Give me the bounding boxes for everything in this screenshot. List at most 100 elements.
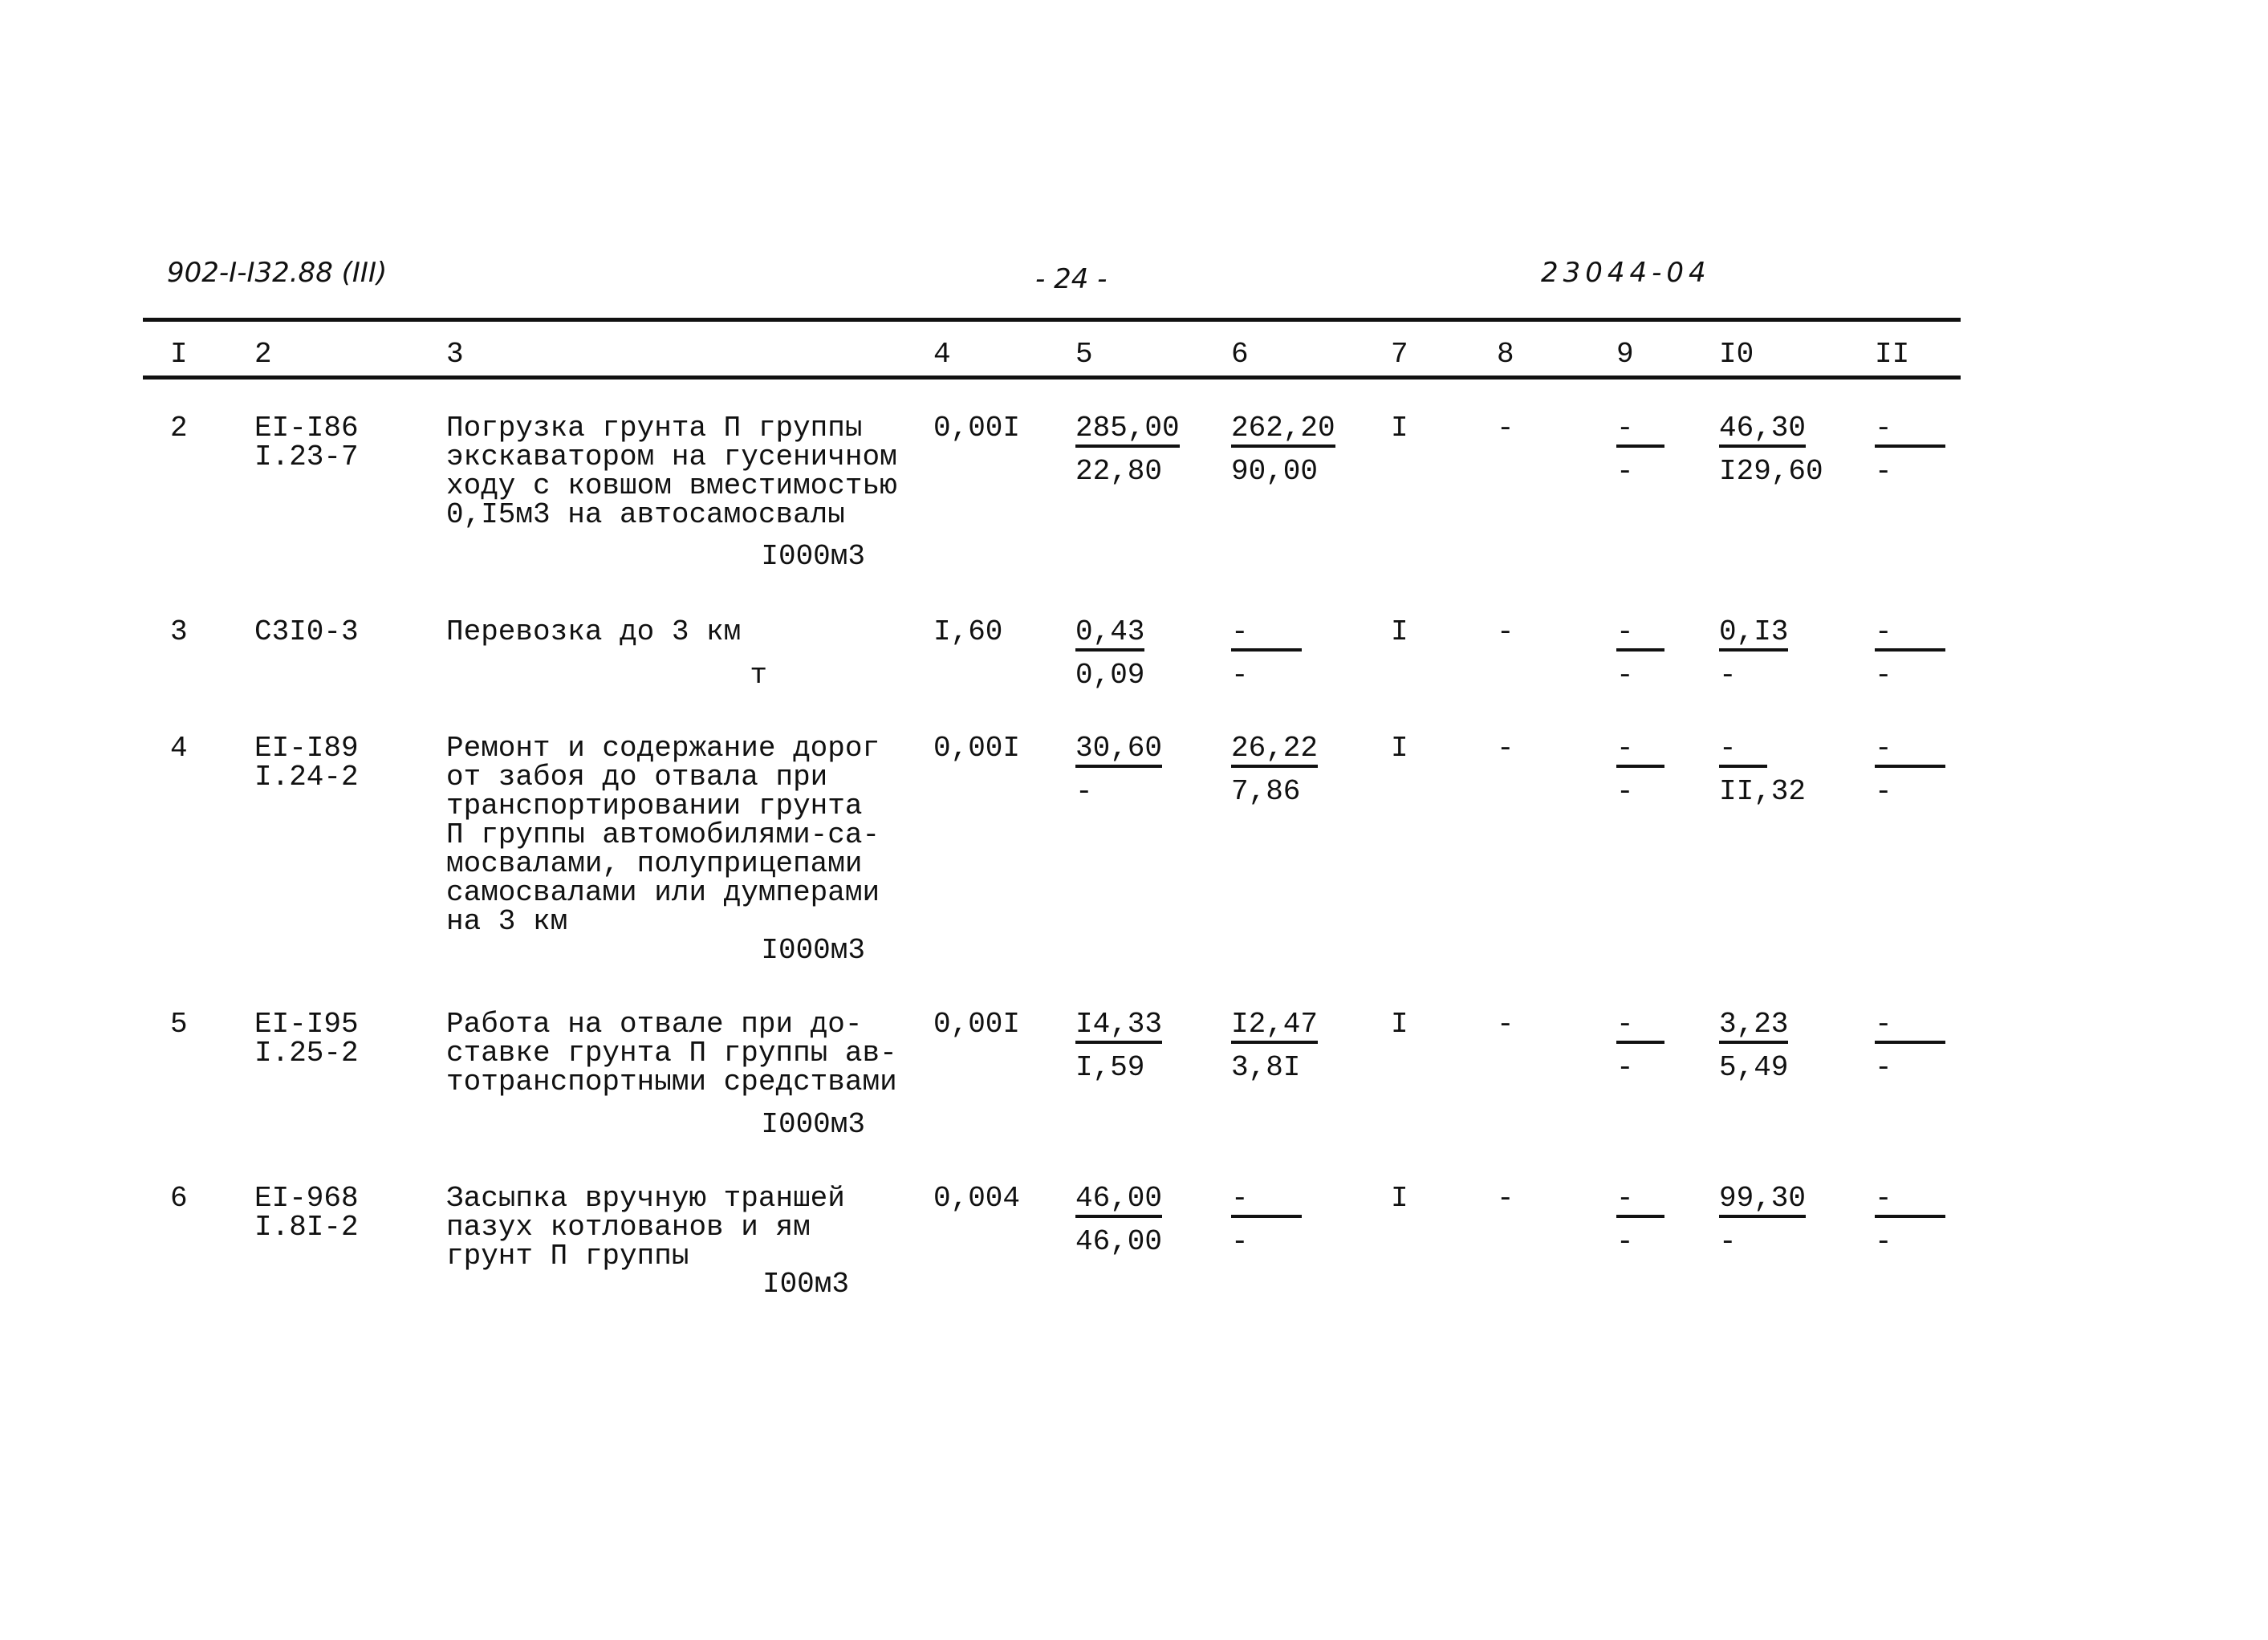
column-header-1: I xyxy=(170,338,188,371)
cost-c11-bottom: - xyxy=(1875,775,1892,808)
norm-code: EI-I86 xyxy=(254,412,359,445)
cost-c5-top: I4,33 xyxy=(1075,1010,1163,1044)
cost-c11-top: - xyxy=(1875,618,1945,652)
work-description-line: тотранспортными средствами xyxy=(446,1066,897,1098)
cost-c6-bottom: - xyxy=(1231,659,1249,692)
header-top-rule xyxy=(143,318,1961,322)
norm-code-secondary: I.25-2 xyxy=(254,1037,359,1070)
coefficient: I xyxy=(1391,1182,1408,1215)
column-8-value: - xyxy=(1497,1008,1514,1041)
cost-c5-top: 285,00 xyxy=(1075,414,1180,448)
cost-c11-top: - xyxy=(1875,1184,1945,1218)
column-8-value: - xyxy=(1497,1182,1514,1215)
cost-c10-top: 46,30 xyxy=(1719,414,1807,448)
cost-c5-top: 30,60 xyxy=(1075,734,1163,768)
cost-c5-bottom: 0,09 xyxy=(1075,659,1145,692)
cost-c10-top: 3,23 xyxy=(1719,1010,1789,1044)
quantity: I,60 xyxy=(933,615,1003,648)
column-header-3: 3 xyxy=(446,338,464,371)
norm-code: EI-I89 xyxy=(254,732,359,765)
cost-c10-bottom: - xyxy=(1719,659,1737,692)
cost-c9-top: - xyxy=(1616,1184,1664,1218)
cost-c9-bottom: - xyxy=(1616,775,1634,808)
work-description-line: Работа на отвале при до- xyxy=(446,1008,863,1041)
work-description-line: Перевозка до 3 км xyxy=(446,615,742,648)
cost-c5-top: 46,00 xyxy=(1075,1184,1163,1218)
column-header-10: I0 xyxy=(1719,338,1754,371)
cost-c10-bottom: 5,49 xyxy=(1719,1051,1789,1084)
cost-c11-bottom: - xyxy=(1875,1051,1892,1084)
norm-code-secondary: I.24-2 xyxy=(254,761,359,794)
cost-c6-bottom: 7,86 xyxy=(1231,775,1301,808)
norm-code-secondary: I.23-7 xyxy=(254,440,359,473)
work-description-line: экскаватором на гусеничном xyxy=(446,440,897,473)
column-8-value: - xyxy=(1497,615,1514,648)
cost-c9-bottom: - xyxy=(1616,1225,1634,1258)
cost-c9-top: - xyxy=(1616,618,1664,652)
norm-code: C3I0-3 xyxy=(254,615,359,648)
cost-c10-bottom: II,32 xyxy=(1719,775,1807,808)
quantity: 0,00I xyxy=(933,732,1021,765)
cost-c10-bottom: I29,60 xyxy=(1719,455,1823,488)
column-header-9: 9 xyxy=(1616,338,1634,371)
column-8-value: - xyxy=(1497,412,1514,445)
cost-c5-bottom: 46,00 xyxy=(1075,1225,1163,1258)
column-header-11: II xyxy=(1875,338,1910,371)
cost-c9-bottom: - xyxy=(1616,659,1634,692)
column-header-8: 8 xyxy=(1497,338,1514,371)
page-number: - 24 - xyxy=(1035,263,1108,295)
cost-c11-top: - xyxy=(1875,734,1945,768)
norm-code: EI-I95 xyxy=(254,1008,359,1041)
cost-c5-bottom: - xyxy=(1075,775,1093,808)
document-code: 902-I-I32.88 (III) xyxy=(167,257,388,289)
cost-c11-bottom: - xyxy=(1875,1225,1892,1258)
work-description-line: мосвалами, полуприцепами xyxy=(446,847,863,880)
column-8-value: - xyxy=(1497,732,1514,765)
cost-c6-bottom: 3,8I xyxy=(1231,1051,1301,1084)
quantity: 0,00I xyxy=(933,412,1021,445)
coefficient: I xyxy=(1391,412,1408,445)
row-number: 6 xyxy=(170,1182,188,1215)
norm-code: EI-968 xyxy=(254,1182,359,1215)
work-description-line: ходу с ковшом вместимостью xyxy=(446,469,897,502)
column-header-4: 4 xyxy=(933,338,951,371)
work-description-line: самосвалами или думперами xyxy=(446,876,880,909)
coefficient: I xyxy=(1391,1008,1408,1041)
work-description-line: Погрузка грунта П группы xyxy=(446,412,863,445)
column-header-2: 2 xyxy=(254,338,272,371)
cost-c6-top: - xyxy=(1231,618,1302,652)
cost-c5-bottom: I,59 xyxy=(1075,1051,1145,1084)
cost-c5-top: 0,43 xyxy=(1075,618,1145,652)
cost-c9-bottom: - xyxy=(1616,455,1634,488)
quantity: 0,00I xyxy=(933,1008,1021,1041)
work-description-line: Засыпка вручную траншей xyxy=(446,1182,845,1215)
column-header-5: 5 xyxy=(1075,338,1093,371)
work-description-line: от забоя до отвала при xyxy=(446,761,828,794)
unit: I000м3 xyxy=(761,1108,865,1141)
header-bottom-rule xyxy=(143,375,1961,380)
coefficient: I xyxy=(1391,615,1408,648)
row-number: 3 xyxy=(170,615,188,648)
row-number: 5 xyxy=(170,1008,188,1041)
work-description-line: грунт П группы xyxy=(446,1240,689,1273)
cost-c9-top: - xyxy=(1616,414,1664,448)
row-number: 4 xyxy=(170,732,188,765)
unit: т xyxy=(750,659,767,692)
cost-c6-top: - xyxy=(1231,1184,1302,1218)
coefficient: I xyxy=(1391,732,1408,765)
work-description-line: Ремонт и содержание дорог xyxy=(446,732,880,765)
unit: I00м3 xyxy=(762,1268,849,1301)
cost-c5-bottom: 22,80 xyxy=(1075,455,1163,488)
column-header-6: 6 xyxy=(1231,338,1249,371)
cost-c11-top: - xyxy=(1875,1010,1945,1044)
cost-c6-bottom: - xyxy=(1231,1225,1249,1258)
cost-c11-bottom: - xyxy=(1875,659,1892,692)
cost-c10-top: 99,30 xyxy=(1719,1184,1807,1218)
cost-c11-top: - xyxy=(1875,414,1945,448)
cost-c10-top: - xyxy=(1719,734,1767,768)
unit: I000м3 xyxy=(761,540,865,573)
cost-c6-top: I2,47 xyxy=(1231,1010,1319,1044)
work-description-line: ставке грунта П группы ав- xyxy=(446,1037,897,1070)
row-number: 2 xyxy=(170,412,188,445)
work-description-line: П группы автомобилями-са- xyxy=(446,818,880,851)
